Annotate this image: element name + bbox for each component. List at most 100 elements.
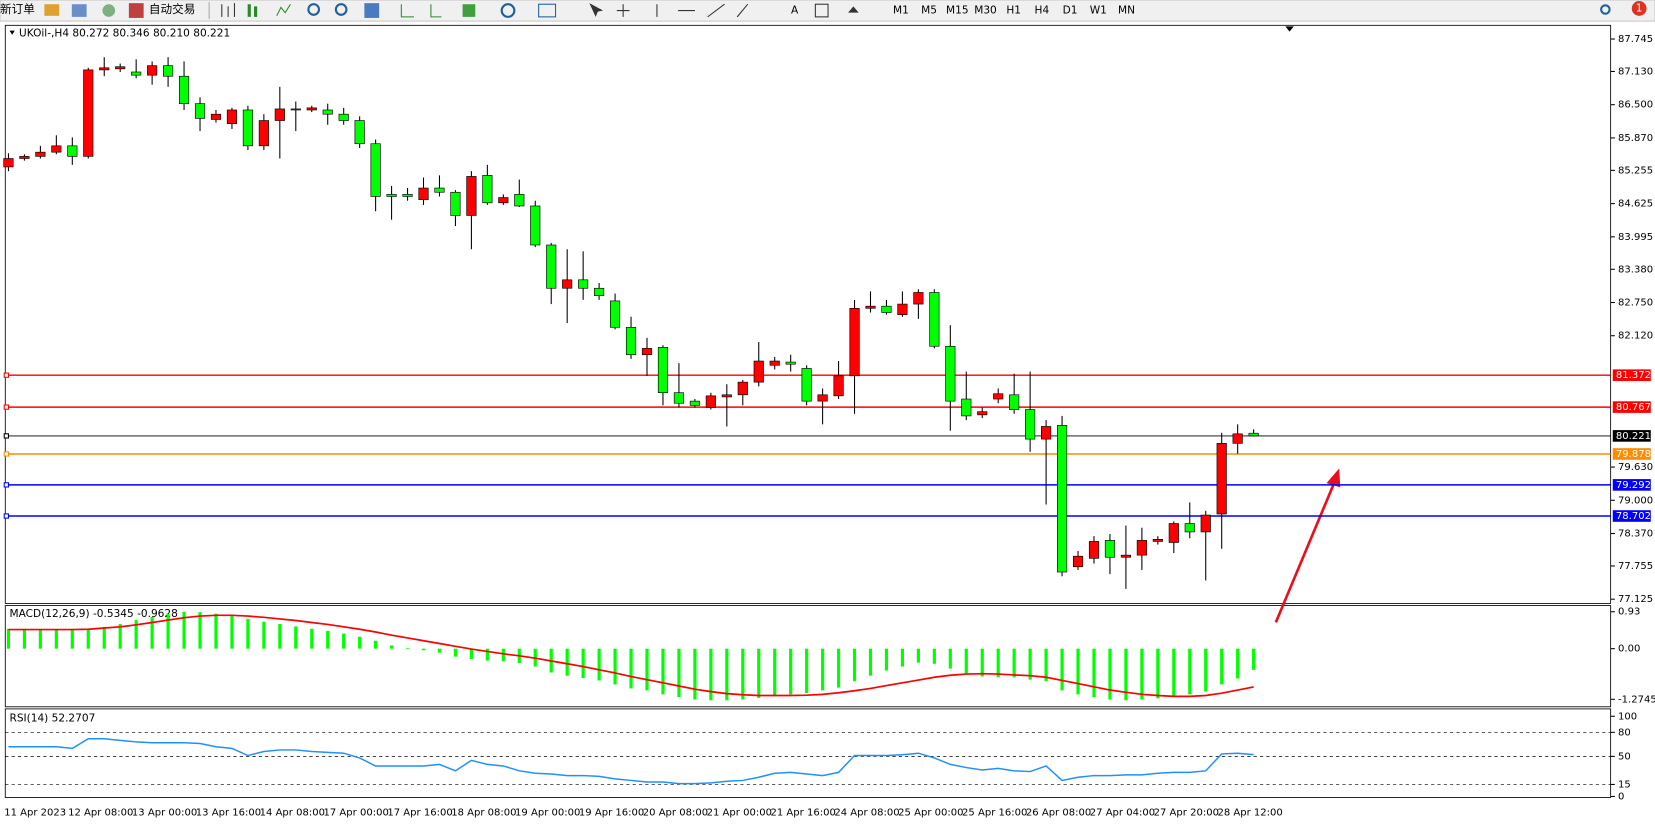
y-tick-label: 0.93 <box>1618 607 1640 618</box>
candle-body <box>801 368 812 402</box>
candle-body <box>51 145 62 153</box>
x-tick-label: 25 Apr 16:00 <box>962 807 1027 818</box>
level-handle <box>3 513 9 519</box>
y-tick-label: -1.2745 <box>1618 694 1655 705</box>
candle-body <box>913 292 924 305</box>
candle-body <box>1088 541 1100 559</box>
macd-bar <box>1076 648 1080 695</box>
x-tick-label: 19 Apr 16:00 <box>579 807 644 818</box>
candle-body <box>562 279 573 289</box>
y-tick-label: 77.755 <box>1618 561 1653 572</box>
y-tick-label: 80 <box>1618 727 1631 738</box>
macd-bar <box>22 628 26 649</box>
macd-bar <box>645 648 649 691</box>
candle-body <box>1056 425 1068 573</box>
arrow-head <box>1326 468 1341 488</box>
timeframe-button[interactable]: W1 <box>1090 5 1107 17</box>
macd-bar <box>613 648 617 685</box>
candle-body <box>242 109 253 147</box>
candle-body <box>418 187 429 200</box>
macd-bar <box>1108 648 1112 700</box>
level-handle <box>3 372 9 378</box>
x-tick-label: 17 Apr 00:00 <box>324 807 389 818</box>
candle-body <box>1136 540 1147 556</box>
icon <box>364 3 380 18</box>
candle-body <box>434 187 445 193</box>
toolbar-button[interactable]: 自动交易 <box>149 2 195 16</box>
macd-bar <box>773 648 777 697</box>
level-handle <box>3 433 9 439</box>
candle-body <box>306 107 317 111</box>
macd-bar <box>932 648 936 664</box>
macd-bar <box>1028 648 1032 680</box>
candle-body <box>610 300 621 328</box>
macd-bar <box>964 648 968 674</box>
timeframe-button[interactable]: H4 <box>1035 5 1050 17</box>
level-label: 78.702 <box>1616 511 1651 522</box>
candle-body <box>961 398 972 417</box>
y-tick-label: 100 <box>1618 711 1637 722</box>
macd-bar <box>326 630 330 649</box>
macd-bar <box>565 648 569 676</box>
level-label: 80.767 <box>1616 402 1651 413</box>
level-label-bg <box>1612 401 1651 413</box>
timeframe-button[interactable]: M30 <box>974 5 997 17</box>
annotation-arrow <box>1274 468 1341 623</box>
macd-bar <box>278 624 282 649</box>
candle-body <box>945 345 956 402</box>
macd-bar <box>166 613 170 649</box>
level-label-bg <box>1612 369 1651 381</box>
timeframe-button[interactable]: M15 <box>946 5 969 17</box>
macd-bar <box>900 648 905 667</box>
icon <box>462 4 476 17</box>
candle-body <box>1168 523 1179 543</box>
x-tick-label: 13 Apr 00:00 <box>132 807 197 818</box>
candle-body <box>625 326 637 356</box>
icon <box>538 3 557 18</box>
candle-body <box>131 71 142 76</box>
candle-body <box>689 400 700 406</box>
y-tick-label: 77.125 <box>1618 594 1653 605</box>
candle-body <box>785 361 796 365</box>
macd-panel <box>4 605 1612 708</box>
candle-body <box>514 194 525 207</box>
macd-bar <box>597 648 601 681</box>
macd-bar <box>661 648 665 695</box>
candle-body <box>322 109 333 115</box>
candle-body <box>194 103 206 119</box>
candle-body <box>849 307 860 377</box>
main-panel <box>4 24 1612 604</box>
candle-body <box>1152 539 1163 542</box>
candle-body <box>354 120 365 145</box>
macd-bar <box>182 611 186 649</box>
macd-bar <box>134 620 138 649</box>
candle-body <box>210 113 222 120</box>
candle-body <box>737 381 748 396</box>
macd-bar <box>501 648 505 662</box>
macd-bar <box>948 648 952 669</box>
level-label-bg <box>1612 479 1651 491</box>
timeframe-button[interactable]: M1 <box>893 5 909 17</box>
icon <box>814 3 829 18</box>
macd-bar <box>150 616 154 649</box>
macd-bar <box>709 648 713 701</box>
timeframe-button[interactable]: M5 <box>921 5 937 17</box>
macd-bar <box>118 624 122 649</box>
rsi-line <box>8 738 1254 785</box>
macd-bar <box>836 648 841 688</box>
timeframe-button[interactable]: H1 <box>1006 5 1021 17</box>
y-tick-label: 15 <box>1618 779 1631 790</box>
candle-body <box>753 360 764 383</box>
macd-bar <box>1156 648 1160 699</box>
candle-body <box>833 375 844 397</box>
icon <box>221 3 235 17</box>
timeframe-button[interactable]: MN <box>1118 5 1135 17</box>
toolbar-button[interactable]: 新订单 <box>0 2 35 16</box>
candle-body <box>338 113 349 121</box>
y-tick-label: 0.00 <box>1618 644 1640 655</box>
y-tick-label: 87.745 <box>1618 34 1653 45</box>
level-handle <box>3 451 9 457</box>
macd-bar <box>1220 648 1224 685</box>
candle-body <box>370 143 381 197</box>
timeframe-button[interactable]: D1 <box>1063 5 1078 17</box>
